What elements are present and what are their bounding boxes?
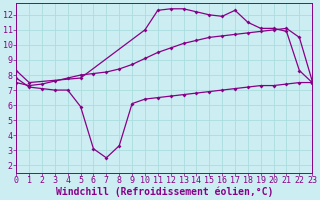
X-axis label: Windchill (Refroidissement éolien,°C): Windchill (Refroidissement éolien,°C) [56,187,273,197]
